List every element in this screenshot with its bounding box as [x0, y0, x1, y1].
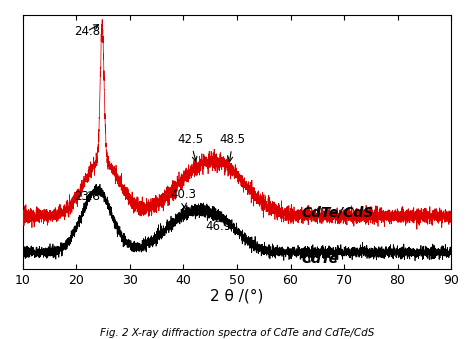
X-axis label: 2 θ /(°): 2 θ /(°)	[210, 289, 264, 304]
Text: CdTe: CdTe	[301, 252, 338, 266]
Text: 48.5: 48.5	[220, 133, 246, 162]
Text: 40.3: 40.3	[170, 188, 196, 208]
Text: 23.8: 23.8	[74, 191, 100, 203]
Text: CdTe/CdS: CdTe/CdS	[301, 205, 374, 219]
Text: 46.9: 46.9	[205, 216, 231, 233]
Text: Fig. 2 X-ray diffraction spectra of CdTe and CdTe/CdS: Fig. 2 X-ray diffraction spectra of CdTe…	[100, 327, 374, 338]
Text: 42.5: 42.5	[177, 133, 203, 161]
Text: 24.8: 24.8	[74, 25, 100, 38]
